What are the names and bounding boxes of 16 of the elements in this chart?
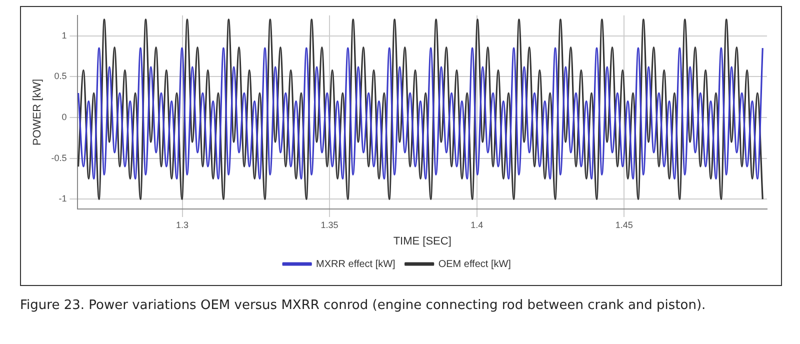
legend-label: MXRR effect [kW] xyxy=(316,258,396,270)
legend-label: OEM effect [kW] xyxy=(438,258,512,270)
x-tick-label: 1.4 xyxy=(470,220,484,230)
x-tick-label: 1.3 xyxy=(176,220,189,230)
x-tick-label: 1.45 xyxy=(615,220,633,230)
y-tick-label: 0.5 xyxy=(54,71,67,82)
y-tick-label: 1 xyxy=(62,30,67,40)
x-axis-title: TIME [SEC] xyxy=(393,235,452,248)
caption: Figure 23. Power variations OEM versus MXRR conrod (engine connecting rod between crank and piston). xyxy=(20,298,707,313)
line-series xyxy=(78,18,764,200)
y-axis-title: POWER [kW] xyxy=(32,78,44,146)
y-tick-label: 0 xyxy=(62,112,67,122)
y-tick-label: -0.5 xyxy=(51,152,67,163)
line-series xyxy=(78,47,764,180)
y-tick-label: -1 xyxy=(58,194,67,204)
x-tick-label: 1.35 xyxy=(320,220,338,230)
